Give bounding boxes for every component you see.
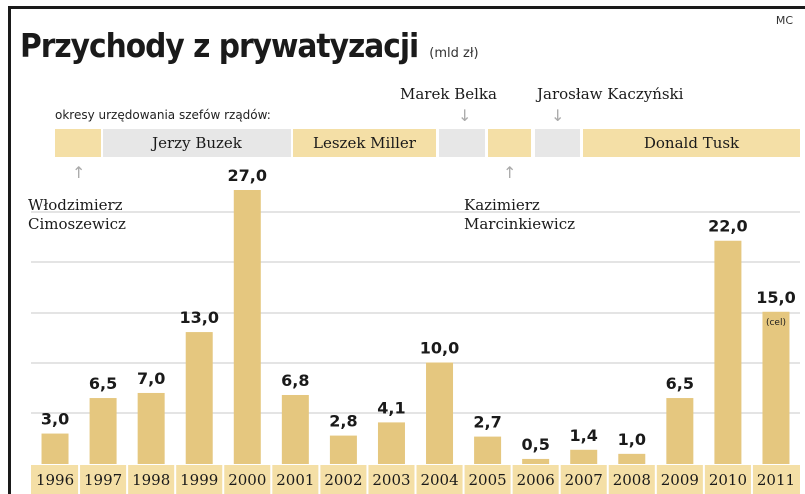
value-label: 2,8 bbox=[329, 412, 357, 431]
value-label: 4,1 bbox=[377, 398, 405, 417]
x-tick-label: 1998 bbox=[132, 471, 170, 489]
chart-title: Przychody z prywatyzacji bbox=[20, 26, 419, 65]
frame-left-rule bbox=[8, 6, 11, 494]
value-label: 27,0 bbox=[228, 166, 267, 185]
x-tick-label: 2010 bbox=[709, 471, 747, 489]
x-tick-label: 2004 bbox=[420, 471, 458, 489]
bar bbox=[666, 398, 694, 464]
x-tick-label: 2006 bbox=[517, 471, 555, 489]
bar bbox=[185, 332, 213, 464]
term-buzek: Jerzy Buzek bbox=[103, 129, 291, 157]
x-tick-label: 2005 bbox=[469, 471, 507, 489]
bar bbox=[474, 436, 502, 464]
arrow-down-icon: ↓ bbox=[551, 106, 565, 125]
term-kaczynski bbox=[535, 129, 580, 157]
value-label: 6,5 bbox=[89, 374, 117, 393]
callout-kaczynski: Jarosław Kaczyński bbox=[537, 85, 684, 103]
value-label: 2,7 bbox=[473, 413, 501, 432]
arrow-up-icon: ↑ bbox=[72, 163, 86, 182]
x-tick-label: 1997 bbox=[84, 471, 122, 489]
callout-cimoszewicz: Włodzimierz Cimoszewicz bbox=[28, 196, 126, 233]
x-tick-label: 2008 bbox=[613, 471, 651, 489]
value-label: 15,0 bbox=[756, 288, 795, 307]
bar bbox=[233, 190, 261, 464]
chart-unit: (mld zł) bbox=[429, 46, 479, 61]
bar bbox=[618, 453, 646, 464]
x-tick-label: 2001 bbox=[276, 471, 314, 489]
term-miller-label: Leszek Miller bbox=[313, 134, 416, 152]
x-tick-label: 2000 bbox=[228, 471, 266, 489]
callout-belka: Marek Belka bbox=[400, 85, 497, 103]
x-tick-label: 1996 bbox=[36, 471, 74, 489]
bar bbox=[281, 394, 309, 464]
bar bbox=[89, 398, 117, 464]
term-cimoszewicz bbox=[55, 129, 101, 157]
bar bbox=[137, 392, 165, 464]
term-miller: Leszek Miller bbox=[293, 129, 436, 157]
term-tusk: Donald Tusk bbox=[583, 129, 800, 157]
callout-marcinkiewicz: Kazimierz Marcinkiewicz bbox=[464, 196, 576, 233]
bar bbox=[522, 458, 550, 464]
bar bbox=[714, 240, 742, 464]
bar bbox=[377, 422, 405, 464]
term-marcinkiewicz bbox=[488, 129, 531, 157]
bar bbox=[329, 435, 357, 464]
bar-annotation: (cel) bbox=[766, 318, 786, 328]
frame-top-rule bbox=[8, 6, 805, 9]
arrow-up-icon: ↑ bbox=[503, 163, 517, 182]
bar bbox=[570, 449, 598, 464]
value-label: 6,8 bbox=[281, 371, 309, 390]
term-belka bbox=[439, 129, 485, 157]
bar bbox=[426, 362, 454, 464]
bar bbox=[41, 433, 69, 464]
value-label: 6,5 bbox=[666, 374, 694, 393]
value-label: 10,0 bbox=[420, 339, 459, 358]
value-label: 7,0 bbox=[137, 369, 165, 388]
bar bbox=[762, 311, 790, 464]
title-block: Przychody z prywatyzacji (mld zł) bbox=[20, 26, 479, 65]
value-label: 1,0 bbox=[618, 430, 646, 449]
x-tick-label: 1999 bbox=[180, 471, 218, 489]
author-credit: MC bbox=[775, 14, 793, 27]
x-tick-label: 2007 bbox=[565, 471, 603, 489]
value-label: 13,0 bbox=[179, 308, 218, 327]
term-buzek-label: Jerzy Buzek bbox=[152, 134, 242, 152]
x-tick-label: 2002 bbox=[324, 471, 362, 489]
x-tick-label: 2009 bbox=[661, 471, 699, 489]
value-label: 1,4 bbox=[570, 426, 598, 445]
value-label: 3,0 bbox=[41, 410, 69, 429]
terms-caption: okresy urzędowania szefów rządów: bbox=[55, 108, 271, 122]
x-tick-label: 2011 bbox=[757, 471, 795, 489]
term-tusk-label: Donald Tusk bbox=[643, 134, 740, 152]
value-label: 0,5 bbox=[521, 435, 549, 454]
value-label: 22,0 bbox=[708, 217, 747, 236]
arrow-down-icon: ↓ bbox=[458, 106, 472, 125]
x-tick-label: 2003 bbox=[372, 471, 410, 489]
